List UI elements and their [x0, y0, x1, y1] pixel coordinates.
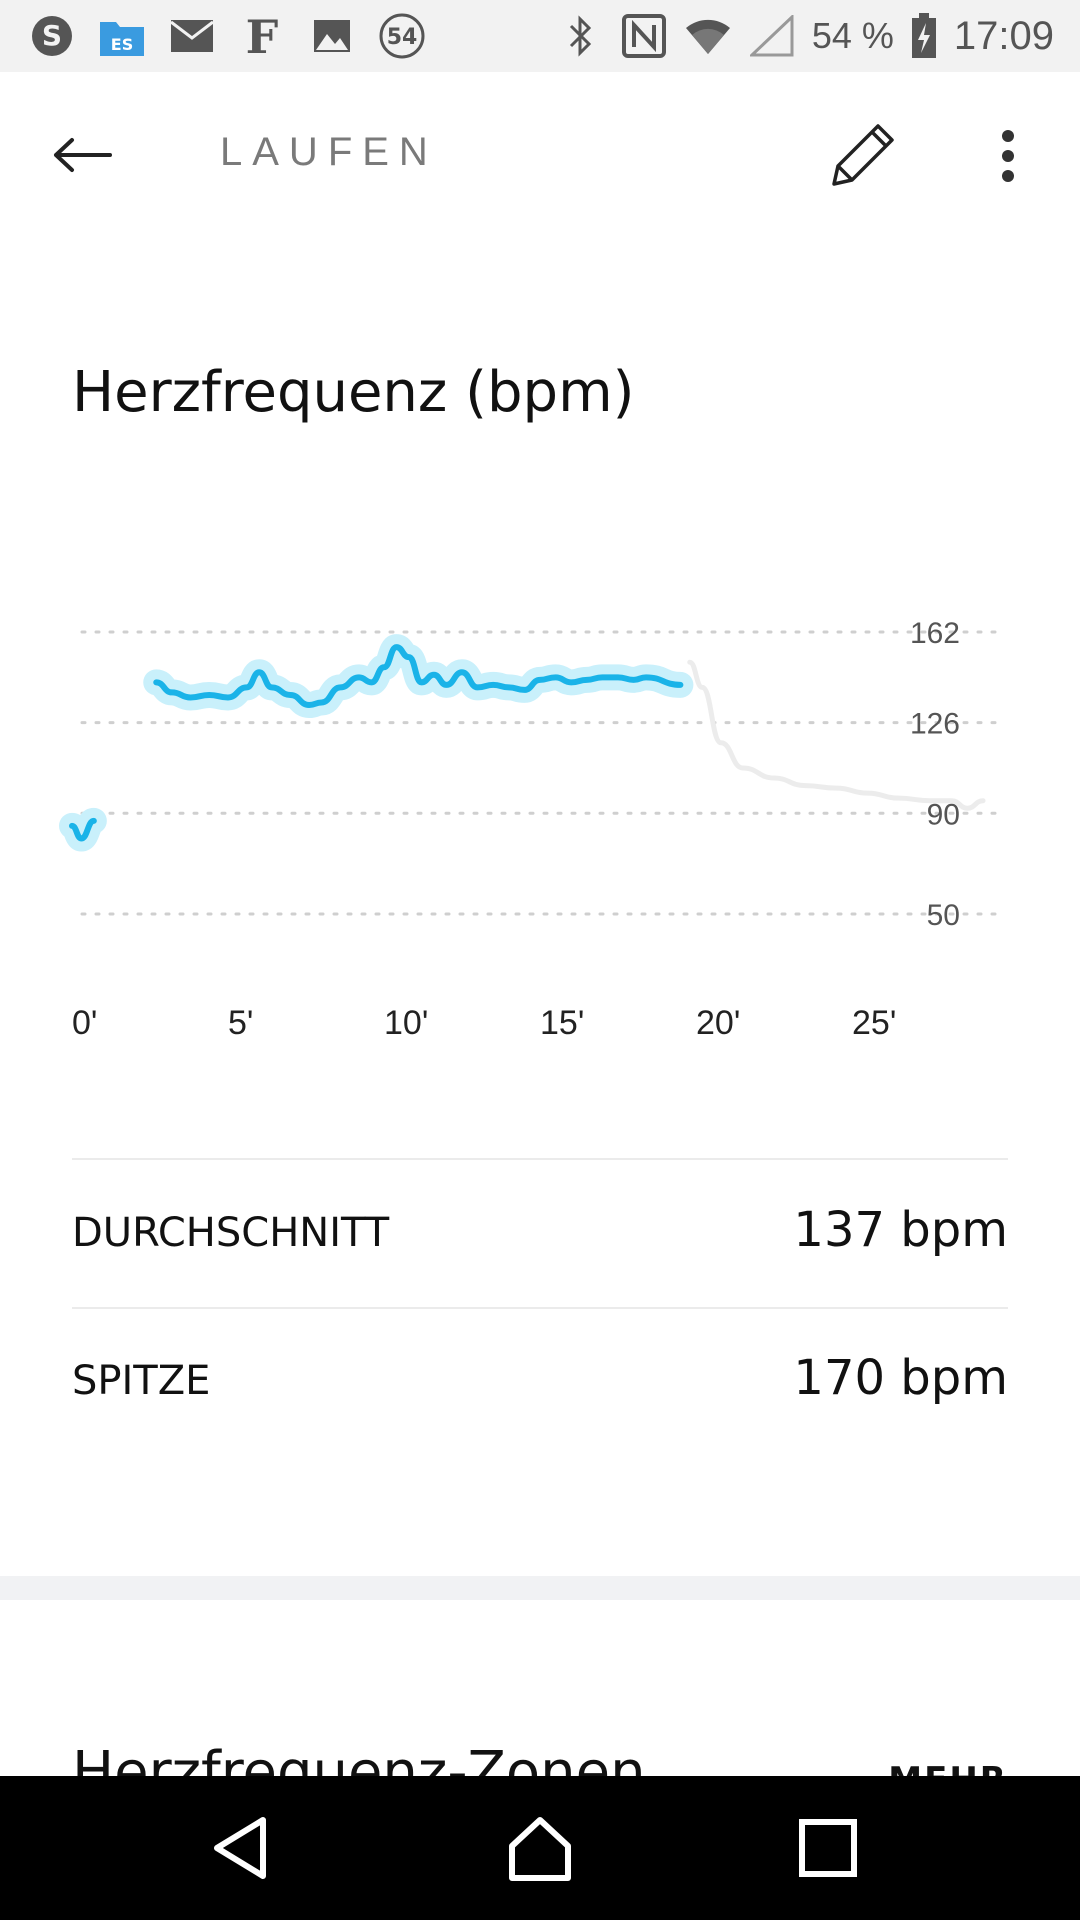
signal-icon [748, 12, 796, 60]
recents-nav-icon [799, 1819, 857, 1877]
battery-charging-icon [910, 12, 938, 60]
nfc-icon [620, 12, 668, 60]
app-bar: LAUFEN [0, 72, 1080, 240]
skype-icon: S [28, 12, 76, 60]
mail-icon [168, 12, 216, 60]
edit-button[interactable] [826, 116, 902, 192]
x-tick-label: 10' [384, 1004, 428, 1042]
clock: 17:09 [953, 13, 1054, 58]
y-tick-label: 126 [910, 708, 960, 741]
pencil-icon [832, 124, 894, 186]
arrow-left-icon [54, 138, 112, 172]
svg-text:S: S [42, 19, 62, 52]
home-nav-icon [509, 1817, 571, 1881]
peak-label: SPITZE [72, 1358, 211, 1404]
x-tick-label: 25' [852, 1004, 896, 1042]
section-separator [0, 1576, 1080, 1600]
nav-back-button[interactable] [205, 1812, 277, 1884]
nav-recents-button[interactable] [792, 1812, 864, 1884]
x-tick-label: 20' [696, 1004, 740, 1042]
x-tick-label: 5' [228, 1004, 253, 1042]
svg-text:F: F [246, 13, 279, 59]
more-options-button[interactable] [990, 128, 1026, 184]
battery-percent: 54 % [811, 15, 894, 56]
heart-rate-line [687, 659, 986, 811]
divider [72, 1307, 1008, 1309]
system-navigation-bar [0, 1776, 1080, 1920]
wifi-icon [684, 12, 732, 60]
heart-rate-chart: 162 126 90 50 0' 5' 10' 15' 20' 25' [59, 617, 1002, 1042]
svg-text:54: 54 [387, 25, 418, 50]
svg-text:ES: ES [111, 35, 133, 54]
average-value: 137 bpm [793, 1202, 1008, 1258]
x-tick-label: 15' [540, 1004, 584, 1042]
peak-value: 170 bpm [793, 1350, 1008, 1406]
nav-home-button[interactable] [504, 1812, 576, 1884]
y-tick-label: 90 [927, 798, 960, 831]
page-title: LAUFEN [220, 130, 438, 174]
back-nav-icon [214, 1817, 266, 1879]
back-button[interactable] [48, 130, 118, 180]
more-vert-icon [1002, 130, 1014, 182]
notification-icons: S ES F 54 [0, 12, 426, 60]
x-tick-label: 0' [72, 1004, 97, 1042]
file-manager-icon: ES [98, 12, 146, 60]
status-bar: S ES F 54 54 % [0, 0, 1080, 72]
heart-rate-line [69, 817, 97, 842]
divider [72, 1158, 1008, 1160]
heart-rate-title: Herzfrequenz (bpm) [72, 360, 635, 425]
y-tick-label: 50 [927, 899, 960, 932]
y-tick-label: 162 [910, 617, 960, 650]
badge-54-icon: 54 [378, 12, 426, 60]
gallery-icon [308, 12, 356, 60]
bluetooth-icon [556, 12, 604, 60]
average-label: DURCHSCHNITT [72, 1210, 390, 1256]
flipboard-icon: F [238, 12, 286, 60]
heart-rate-line [153, 644, 684, 709]
